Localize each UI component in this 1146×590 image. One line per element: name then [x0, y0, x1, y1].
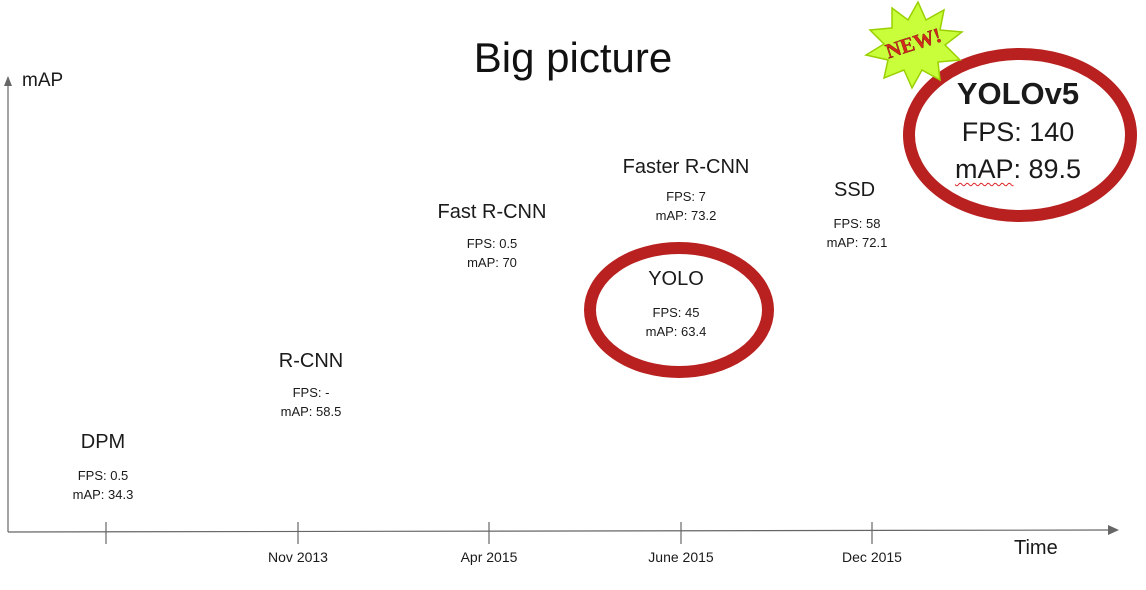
- model-ssd: SSD FPS: 58 mAP: 72.1: [747, 179, 967, 252]
- model-name: Fast R-CNN: [437, 201, 547, 223]
- x-tick-label: Nov 2013: [268, 549, 328, 565]
- yolov5-highlight-ring: [903, 48, 1137, 222]
- model-map: mAP: 72.1: [826, 235, 888, 250]
- model-map: mAP: 34.3: [72, 487, 134, 502]
- model-name: DPM: [80, 431, 126, 453]
- x-axis-label: Time: [1014, 537, 1058, 559]
- model-faster-rcnn: Faster R-CNN FPS: 7 mAP: 73.2: [576, 156, 796, 225]
- model-map: mAP: 89.5: [908, 151, 1128, 188]
- model-name: YOLOv5: [956, 76, 1080, 111]
- x-axis: [7, 529, 1111, 533]
- model-fps: FPS: 0.5: [77, 468, 129, 483]
- model-map: mAP: 70: [467, 255, 517, 270]
- x-tick-label: Dec 2015: [842, 549, 902, 565]
- y-axis-arrow: [4, 76, 12, 86]
- model-fast-rcnn: Fast R-CNN FPS: 0.5 mAP: 70: [382, 201, 602, 272]
- model-name: SSD: [834, 179, 876, 201]
- model-name: R-CNN: [278, 350, 344, 372]
- y-axis-label: mAP: [22, 70, 64, 91]
- model-fps: FPS: 140: [961, 117, 1075, 147]
- page-title: Big picture: [473, 34, 673, 81]
- model-fps: FPS: 7: [666, 189, 706, 204]
- model-map: mAP: 73.2: [655, 208, 717, 223]
- model-fps: FPS: 0.5: [466, 236, 518, 251]
- model-name: YOLO: [648, 268, 704, 290]
- map-value: : 89.5: [1013, 154, 1082, 184]
- map-key: mAP: [954, 154, 1014, 184]
- model-fps: FPS: 58: [833, 216, 881, 231]
- yolo-highlight-ring: [584, 242, 774, 378]
- model-fps: FPS: -: [292, 385, 330, 400]
- starburst-icon: [864, 0, 964, 90]
- x-tick-label: June 2015: [648, 549, 714, 565]
- model-yolo: YOLO FPS: 45 mAP: 63.4: [566, 268, 786, 341]
- model-rcnn: R-CNN FPS: - mAP: 58.5: [201, 350, 421, 421]
- model-fps: FPS: 45: [652, 305, 700, 320]
- x-axis-arrow: [1108, 525, 1119, 535]
- x-tick-label: Apr 2015: [460, 549, 518, 565]
- new-badge: NEW!: [864, 0, 964, 90]
- model-name: Faster R-CNN: [622, 156, 750, 178]
- model-dpm: DPM FPS: 0.5 mAP: 34.3: [0, 431, 213, 504]
- model-map: mAP: 63.4: [645, 324, 707, 339]
- model-map: mAP: 58.5: [280, 404, 342, 419]
- model-yolov5: YOLOv5 FPS: 140 mAP: 89.5: [908, 76, 1128, 188]
